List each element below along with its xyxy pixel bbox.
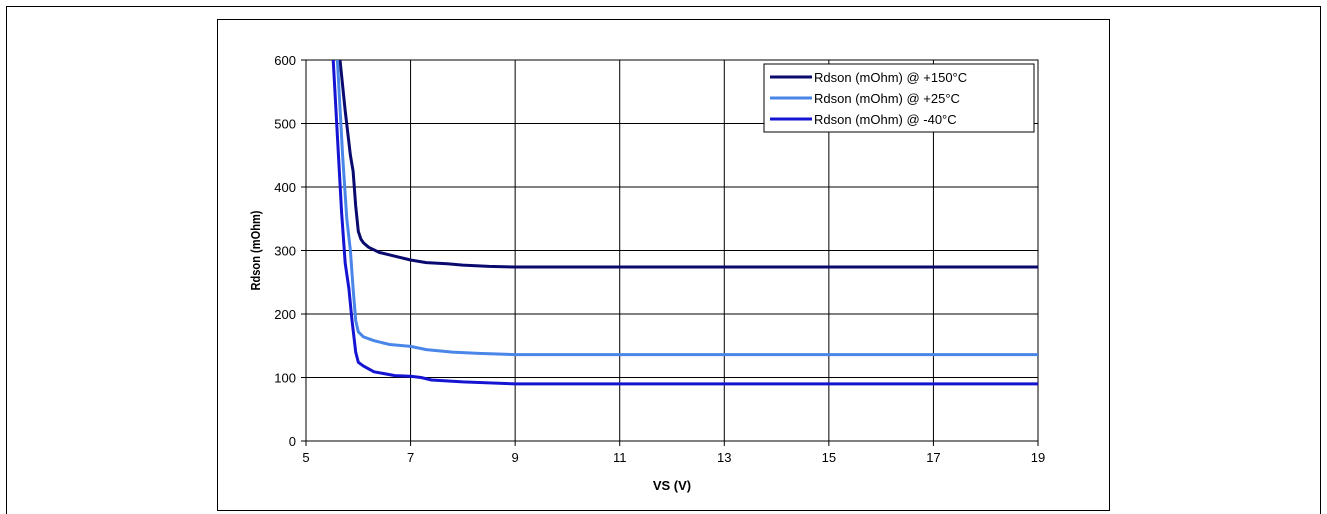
y-tick-label: 300: [274, 244, 296, 259]
chart-frame: 0 100 200 300 400 500 600 5 7 9 11 13 15 17 19 VS (V) Rd…: [217, 19, 1110, 511]
x-tick-label: 5: [302, 450, 309, 465]
y-tick-label: 200: [274, 307, 296, 322]
x-tick-label: 9: [512, 450, 519, 465]
series-line: [335, 60, 1038, 357]
x-tick-label: 19: [1031, 450, 1045, 465]
page-frame: [6, 6, 1321, 514]
x-tick-label: 15: [822, 450, 836, 465]
rdson-line-chart: 0 100 200 300 400 500 600 5 7 9 11 13 15 17 19 VS (V) Rd…: [248, 53, 1045, 493]
y-tick-label: 400: [274, 180, 296, 195]
y-axis-title: Rdson (mOhm): [248, 211, 263, 291]
x-tick-label: 17: [926, 450, 940, 465]
series-line: [331, 60, 1038, 386]
x-tick-label: 7: [407, 450, 414, 465]
legend-label: Rdson (mOhm) @ -40°C: [814, 112, 957, 127]
x-axis-title: VS (V): [653, 478, 691, 493]
y-tick-label: 100: [274, 371, 296, 386]
y-tick-label: 500: [274, 117, 296, 132]
y-tick-label: 0: [289, 434, 296, 449]
legend-box: [763, 63, 1035, 133]
y-tick-label: 600: [274, 53, 296, 68]
legend-label: Rdson (mOhm) @ +25°C: [814, 91, 960, 106]
x-tick-label: 13: [717, 450, 731, 465]
x-tick-label: 11: [613, 450, 627, 465]
series-line: [338, 60, 1038, 269]
legend-label: Rdson (mOhm) @ +150°C: [814, 70, 967, 85]
